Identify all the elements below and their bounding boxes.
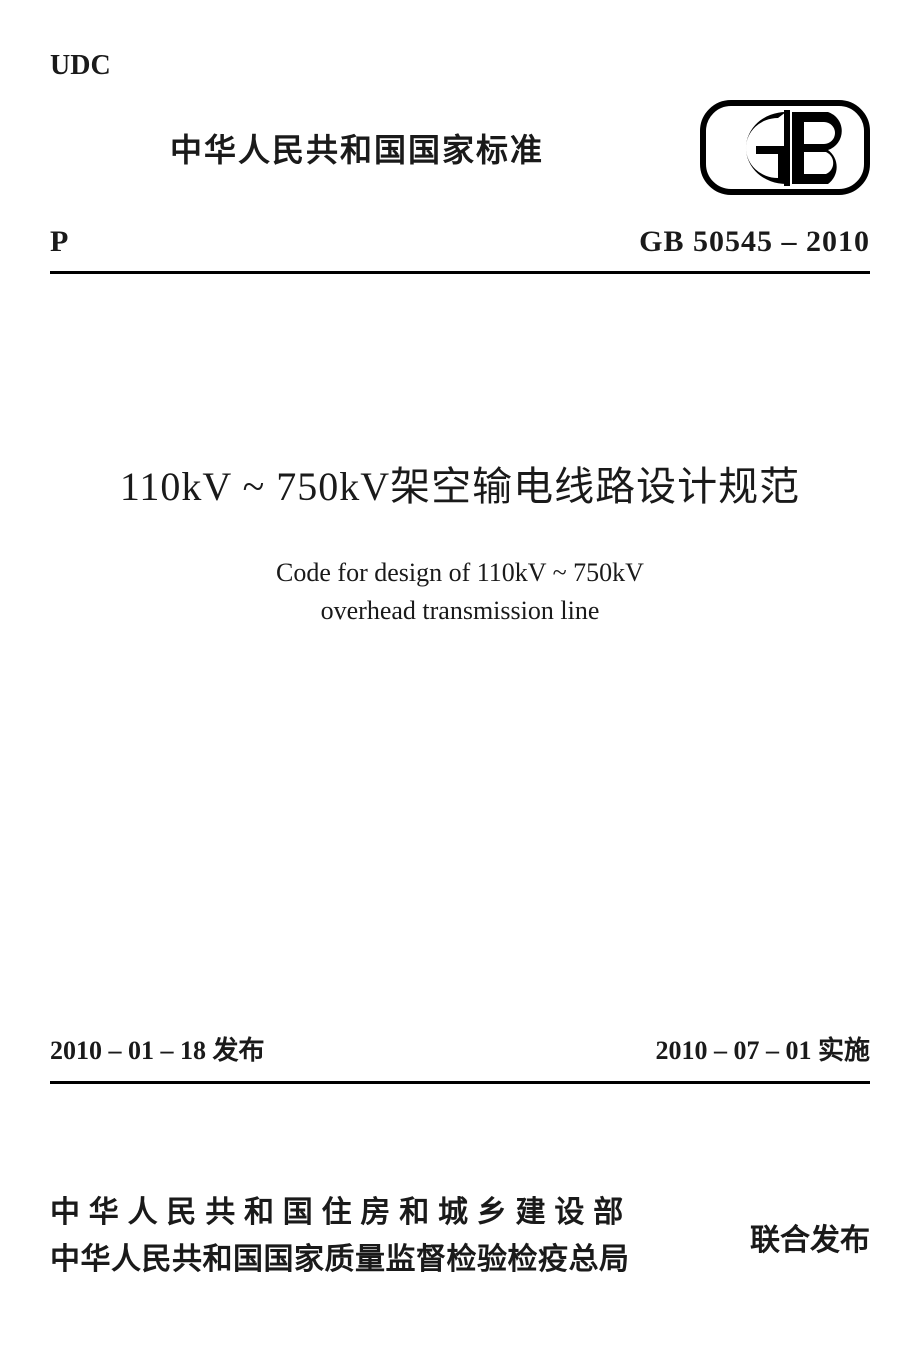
udc-label: UDC	[50, 50, 870, 82]
title-english-line1: Code for design of 110kV ~ 750kV	[50, 554, 870, 592]
standard-code-row: P GB 50545 – 2010	[50, 225, 870, 274]
publisher-line1: 中华人民共和国住房和城乡建设部	[50, 1190, 632, 1237]
effective-date: 2010 – 07 – 01 实施	[655, 1030, 870, 1067]
title-english: Code for design of 110kV ~ 750kV overhea…	[50, 554, 870, 629]
issue-date: 2010 – 01 – 18 发布	[50, 1030, 265, 1067]
title-block: 110kV ~ 750kV架空输电线路设计规范 Code for design …	[50, 454, 870, 629]
title-chinese: 110kV ~ 750kV架空输电线路设计规范	[50, 454, 870, 512]
publisher-line2: 中华人民共和国国家质量监督检验检疫总局	[50, 1237, 632, 1284]
classification-p-label: P	[50, 225, 68, 259]
publisher-lines: 中华人民共和国住房和城乡建设部 中华人民共和国国家质量监督检验检疫总局	[50, 1190, 632, 1283]
national-standard-heading: 中华人民共和国国家标准	[170, 125, 544, 171]
dates-row: 2010 – 01 – 18 发布 2010 – 07 – 01 实施	[50, 1030, 870, 1084]
publishers-block: 中华人民共和国住房和城乡建设部 中华人民共和国国家质量监督检验检疫总局 联合发布	[50, 1190, 870, 1283]
standard-code: GB 50545 – 2010	[639, 225, 870, 259]
gb-logo-icon	[700, 100, 870, 195]
joint-publish-label: 联合发布	[750, 1215, 870, 1259]
header-row: 中华人民共和国国家标准	[50, 100, 870, 195]
title-english-line2: overhead transmission line	[50, 592, 870, 630]
